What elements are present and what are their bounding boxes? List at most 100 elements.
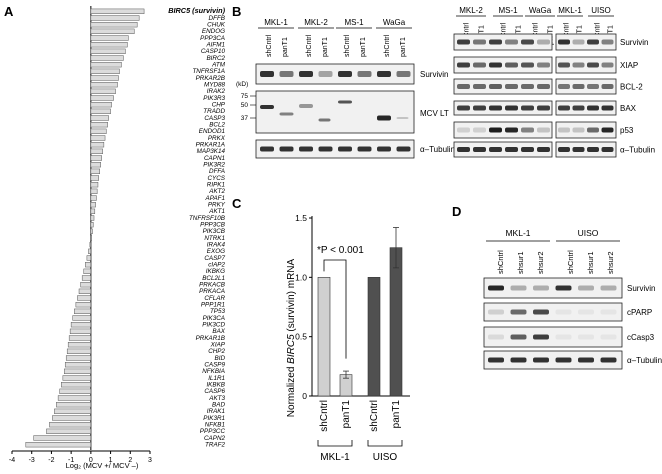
- panel-b-tubulin-right-blot: [453, 141, 553, 158]
- panel-b-left-group-label: MS-1: [344, 18, 364, 27]
- panel-a-bar: [90, 62, 122, 68]
- panel-b-p53-right2-blot-band: [572, 127, 585, 133]
- panel-b-kd-marker: 37: [241, 115, 249, 122]
- panel-b-xiap-right2-blot-frame: [555, 56, 617, 74]
- panel-b-survivin-blot-band: [260, 71, 274, 77]
- panel-b-left-row-label: α–Tubulin: [420, 145, 455, 154]
- panel-b-xiap-right-blot-band: [473, 62, 486, 68]
- panel-b-right-row-label: α–Tubulin: [620, 146, 655, 155]
- panel-a-bar: [90, 122, 108, 128]
- panel-a-gene-label: RIPK1: [207, 182, 225, 189]
- panel-b-xiap-right2-blot-band: [587, 62, 599, 68]
- panel-b-p53-right-blot-band: [457, 127, 470, 133]
- panel-b-right-row-label: XIAP: [620, 61, 638, 70]
- panel-b-bcl2-right2-blot-band: [601, 84, 614, 89]
- panel-b-tubulin-left-blot-frame: [255, 139, 415, 159]
- panel-b-survivin-right2-blot-band: [587, 39, 599, 45]
- panel-b-right2-group-label: MKL-1: [558, 6, 582, 15]
- panel-c-category-label: shCntrl: [369, 400, 380, 432]
- panel-d-survivin-blot-band: [510, 285, 527, 291]
- panel-d-lane-label: shsur1: [586, 251, 595, 274]
- panel-a-gene-label: PRKX: [208, 135, 226, 142]
- panel-a-bar: [90, 195, 97, 201]
- panel-a-gene-label: TRAF2: [205, 442, 225, 449]
- panel-d-survivin-blot-frame: [483, 277, 623, 299]
- panel-a-gene-label: TNFRSF10B: [189, 215, 225, 222]
- panel-d-row-label: α–Tubulin: [627, 356, 662, 365]
- panel-b-bcl2-right2-blot: [555, 78, 617, 95]
- panel-a-bar: [86, 255, 92, 261]
- panel-a-bar: [90, 155, 102, 161]
- panel-a-bar: [66, 348, 92, 354]
- panel-b-mcvlt-blot-band: [396, 117, 409, 119]
- panel-b-right2-group-label: UISO: [591, 6, 611, 15]
- panel-b-p53-right2-blot: [555, 121, 617, 139]
- panel-c-significance-annotation: *P < 0.001: [317, 245, 364, 256]
- panel-c-bar: [389, 247, 403, 397]
- panel-b-p53-right-blot-band: [473, 127, 486, 133]
- panel-a-bar: [90, 42, 128, 48]
- panel-a-bar: [90, 135, 106, 141]
- panel-a-bar: [57, 395, 92, 401]
- panel-a-bar: [85, 262, 92, 268]
- panel-a-bar: [67, 342, 92, 348]
- panel-d-lane-label: shsur2: [606, 251, 615, 274]
- panel-d-cparp-blot-band: [533, 309, 549, 315]
- panel-b-p53-right-blot-band: [505, 127, 518, 133]
- panel-b-xiap-right-blot-band: [457, 62, 470, 68]
- panel-a-gene-label: APAF1: [205, 195, 225, 202]
- panel-a-gene-label: PIK3R3: [203, 95, 225, 102]
- panel-b-tubulin-right2-blot-band: [572, 147, 585, 152]
- panel-b-bcl2-right-blot-frame: [453, 78, 553, 95]
- panel-a-gene-label: NFKBIA: [202, 368, 225, 375]
- panel-a-gene-label: CAPN1: [204, 155, 225, 162]
- panel-b-bax-right-blot-band: [473, 105, 486, 111]
- panel-d-survivin-blot: [483, 277, 623, 299]
- panel-b-xiap-right-blot-band: [505, 62, 518, 68]
- panel-b-mcvlt-blot-band: [377, 115, 391, 121]
- panel-b-bax-right2-blot-band: [601, 105, 614, 111]
- panel-b-left-lane-label: panT1: [400, 37, 407, 57]
- panel-a-bar: [46, 428, 92, 434]
- panel-d-survivin-blot-band: [488, 285, 504, 291]
- panel-d-ccasp3-blot-band: [578, 334, 594, 340]
- panel-b-mcvlt-blot-band: [299, 104, 313, 108]
- panel-a-x-axis-label: Log₂ (MCV +/ MCV –): [66, 461, 139, 470]
- panel-c-group-bracket: [317, 440, 353, 447]
- panel-a-bar: [90, 75, 119, 81]
- panel-a-bar: [90, 162, 101, 168]
- panel-d-survivin-blot-band: [555, 285, 572, 291]
- panel-b-survivin-right2-blot-band: [601, 39, 614, 45]
- panel-b-bcl2-right-blot-band: [505, 84, 518, 89]
- panel-a-bar: [80, 282, 92, 288]
- panel-a-bar: [68, 335, 92, 341]
- panel-a-gene-label: CASP6: [204, 388, 225, 395]
- panel-a-gene-label: BCL2L1: [202, 275, 225, 282]
- panel-a-bar: [81, 275, 92, 281]
- panel-a-bar: [90, 182, 99, 188]
- panel-b-survivin-right-blot: [453, 33, 553, 51]
- panel-a-x-tick-label: -3: [29, 457, 35, 464]
- panel-b-survivin-right-blot-band: [457, 39, 470, 45]
- panel-b-bcl2-right-blot-band: [473, 84, 486, 89]
- panel-b-kd-marker: 50: [241, 102, 249, 109]
- panel-b-xiap-right-blot: [453, 56, 553, 74]
- panel-d-ccasp3-blot: [483, 326, 623, 348]
- panel-b-p53-right-blot-frame: [453, 121, 553, 139]
- panel-a-x-tick-label: -4: [9, 457, 15, 464]
- panel-b-survivin-blot-band: [357, 71, 372, 77]
- panel-a-gene-label: IKBKB: [206, 382, 225, 389]
- panel-b-left-lane-label: shCntrl: [266, 34, 273, 57]
- panel-a-gene-label: cIAP2: [208, 262, 225, 269]
- panel-b-bax-right-blot-band: [457, 105, 470, 111]
- panel-b-xiap-right2-blot-band: [558, 62, 570, 68]
- panel-a-gene-label: ENDOD1: [199, 128, 225, 135]
- panel-d-lane-label: shCntrl: [566, 250, 575, 274]
- panel-a-bar: [61, 382, 92, 388]
- panel-b-right-group-label: MKL-2: [459, 6, 483, 15]
- panel-a-gene-label: CHUK: [207, 22, 226, 29]
- panel-a-letter: A: [4, 4, 14, 19]
- panel-b-tubulin-right2-blot-band: [558, 147, 570, 152]
- panel-b-right-group-label: WaGa: [529, 6, 552, 15]
